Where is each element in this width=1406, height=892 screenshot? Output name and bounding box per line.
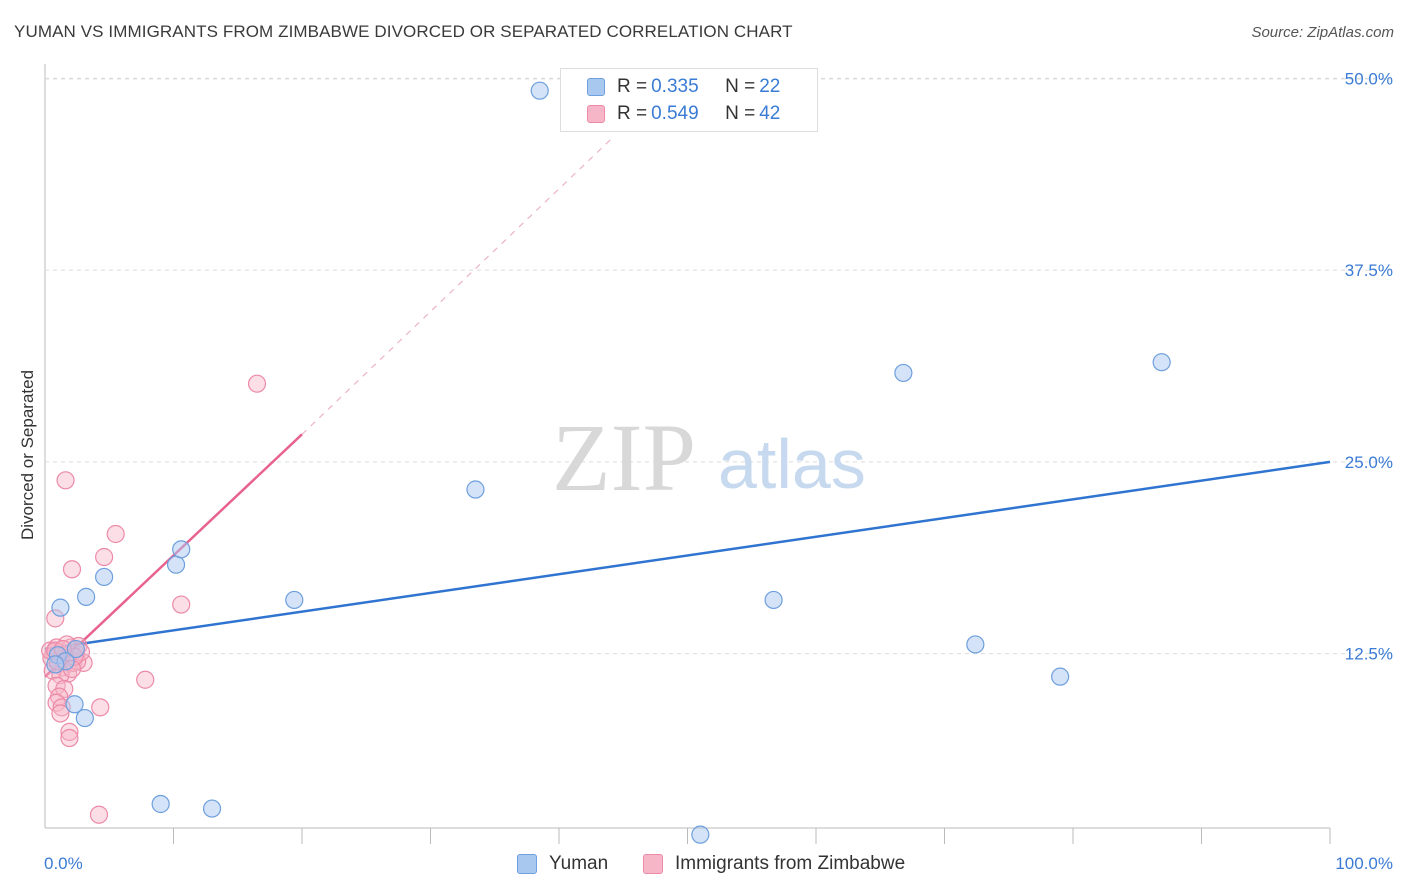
data-point-zimbabwe — [106, 524, 125, 544]
data-point-zimbabwe — [247, 374, 267, 393]
data-point-zimbabwe — [172, 595, 191, 614]
legend-swatch-pink — [587, 105, 605, 123]
data-point-zimbabwe — [51, 704, 70, 723]
data-point-yuman — [530, 81, 549, 100]
source-label: Source: ZipAtlas.com — [1251, 24, 1394, 41]
data-point-zimbabwe — [136, 670, 155, 689]
bottom-legend-swatch-blue — [517, 854, 537, 874]
y-tick-label: 25.0% — [1345, 453, 1393, 472]
legend-n-label: N = — [725, 103, 756, 124]
data-point-yuman — [75, 708, 94, 728]
data-point-yuman — [285, 590, 304, 610]
x-tick-label: 0.0% — [44, 854, 83, 873]
bottom-legend-label-yuman: Yuman — [549, 853, 609, 874]
y-tick-label: 12.5% — [1345, 645, 1393, 664]
legend-r-label: R = — [617, 76, 648, 97]
data-point-yuman — [1152, 353, 1171, 372]
data-point-zimbabwe — [56, 471, 75, 490]
bottom-legend-swatch-pink — [643, 854, 663, 874]
trend-line-zimbabwe — [44, 433, 303, 678]
watermark-zip: ZIP — [552, 404, 696, 511]
legend-row-zimbabwe: R = 0.549 N = 42 — [561, 100, 780, 128]
watermark-atlas: atlas — [718, 425, 866, 503]
data-point-yuman — [691, 825, 710, 844]
data-point-yuman — [894, 363, 913, 383]
data-point-yuman — [65, 695, 84, 714]
data-point-zimbabwe — [60, 722, 79, 741]
legend-r-label: R = — [617, 103, 648, 124]
data-point-yuman — [51, 598, 70, 617]
data-point-yuman — [966, 635, 985, 654]
trend-line-zimbabwe-extension — [301, 139, 611, 435]
legend-r-value: 0.335 — [651, 76, 699, 97]
data-point-yuman — [166, 555, 186, 574]
legend-swatch-blue — [587, 78, 605, 96]
tick-layer: 12.5% 25.0% 37.5% 50.0% 0.0% 100.0% — [44, 69, 1393, 873]
data-point-yuman — [77, 587, 96, 606]
chart-title: YUMAN VS IMMIGRANTS FROM ZIMBABWE DIVORC… — [14, 22, 793, 41]
points-layer — [41, 81, 1171, 844]
bottom-legend-zimbabwe: Immigrants from Zimbabwe — [643, 852, 905, 876]
legend-row-yuman: R = 0.335 N = 22 — [561, 73, 780, 101]
data-point-yuman — [46, 655, 65, 674]
data-point-yuman — [764, 590, 783, 610]
bottom-legend-yuman: Yuman — [517, 852, 608, 876]
y-tick-label: 37.5% — [1345, 261, 1393, 280]
data-point-zimbabwe — [62, 560, 82, 579]
data-point-yuman — [1051, 667, 1070, 686]
legend-r-value: 0.549 — [651, 103, 699, 124]
trend-layer — [44, 139, 1331, 678]
data-point-zimbabwe — [95, 547, 114, 567]
legend-n-value: 22 — [759, 76, 781, 97]
data-point-zimbabwe — [89, 805, 109, 824]
data-point-yuman — [66, 639, 85, 659]
data-point-zimbabwe — [91, 698, 110, 717]
y-tick-label: 50.0% — [1345, 69, 1393, 88]
data-point-yuman — [172, 540, 191, 559]
trend-line-yuman — [44, 460, 1331, 651]
watermark: ZIP atlas — [552, 404, 866, 511]
legend-box: R = 0.335 N = 22 R = 0.549 N = 42 — [560, 68, 818, 132]
bottom-legend-label-zimbabwe: Immigrants from Zimbabwe — [675, 853, 906, 874]
data-point-zimbabwe — [60, 728, 79, 748]
legend-n-label: N = — [725, 76, 756, 97]
data-point-yuman — [202, 799, 222, 818]
legend-n-value: 42 — [759, 103, 781, 124]
data-point-yuman — [466, 480, 485, 499]
data-point-yuman — [151, 794, 170, 814]
data-point-zimbabwe — [74, 653, 93, 672]
x-tick-label: 100.0% — [1335, 854, 1393, 873]
data-point-yuman — [95, 567, 114, 587]
